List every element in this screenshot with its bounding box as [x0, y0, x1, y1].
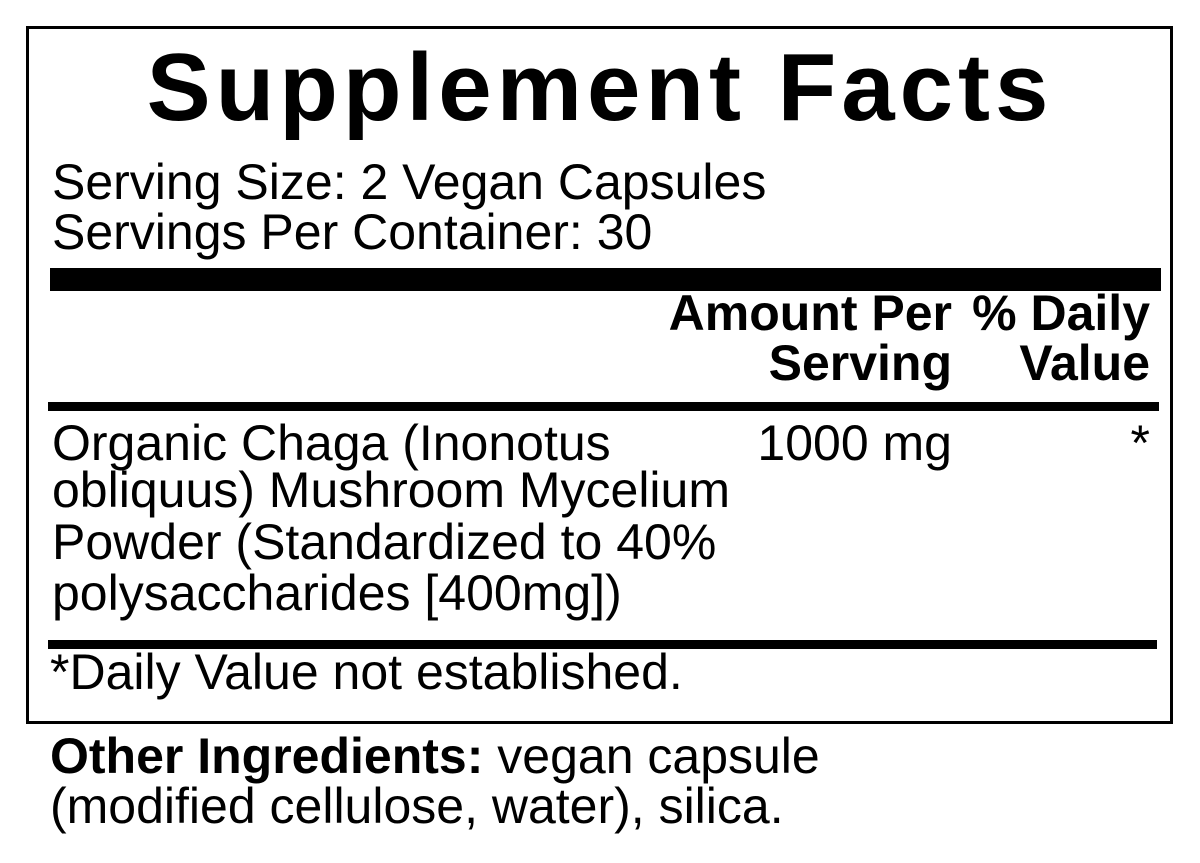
ingredient-name-line: obliquus) Mushroom Mycelium — [52, 462, 731, 518]
panel-title: Supplement Facts — [146, 34, 1054, 141]
thick-divider — [50, 268, 1161, 291]
amount-header-line2: Serving — [768, 335, 952, 391]
amount-header-line1: Amount Per — [668, 285, 952, 341]
other-ingredients-line2: (modified cellulose, water), silica. — [50, 778, 784, 834]
ingredient-name-line: Organic Chaga (Inonotus — [52, 415, 611, 471]
bottom-divider — [48, 640, 1157, 649]
other-ingredients-label: Other Ingredients: — [50, 728, 484, 784]
ingredient-daily-value: * — [1130, 415, 1150, 471]
supplement-facts-panel — [26, 26, 1173, 724]
ingredient-amount: 1000 mg — [757, 415, 952, 471]
serving-size: Serving Size: 2 Vegan Capsules — [52, 154, 767, 210]
footnote: *Daily Value not established. — [50, 644, 683, 700]
other-ingredients-line1: Other Ingredients: vegan capsule — [50, 730, 820, 782]
ingredient-name-line: Powder (Standardized to 40% — [52, 514, 717, 570]
other-ingredients-text: vegan capsule — [483, 728, 820, 784]
daily-value-header-line2: Value — [1019, 335, 1150, 391]
servings-per-container: Servings Per Container: 30 — [52, 204, 653, 260]
medium-divider — [48, 402, 1159, 411]
ingredient-name-line: polysaccharides [400mg]) — [52, 565, 622, 621]
daily-value-header-line1: % Daily — [972, 285, 1150, 341]
